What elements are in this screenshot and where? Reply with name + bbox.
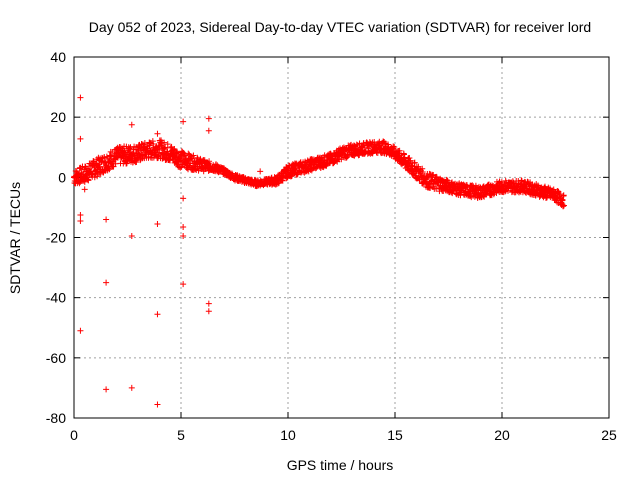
grid-lines	[74, 57, 609, 418]
outlier-point	[128, 232, 135, 239]
band-point	[406, 155, 413, 162]
band-point	[162, 144, 169, 151]
outlier-point	[205, 308, 212, 315]
y-tick-label: -80	[46, 410, 66, 426]
outlier-point	[154, 220, 161, 227]
band-point	[194, 154, 201, 161]
y-tick-labels: -80 -60 -40 -20 0 20 40	[46, 49, 66, 426]
band-point	[391, 143, 398, 150]
band-point	[161, 139, 168, 146]
band-point	[167, 157, 174, 164]
x-tick-label: 5	[177, 427, 185, 443]
band-point	[560, 192, 567, 199]
y-tick-label: 20	[50, 109, 66, 125]
band-point	[401, 154, 408, 161]
x-tick-label: 25	[601, 427, 617, 443]
band-point	[155, 143, 162, 150]
y-tick-label: -40	[46, 290, 66, 306]
chart-title: Day 052 of 2023, Sidereal Day-to-day VTE…	[89, 19, 591, 35]
band-point	[560, 203, 567, 210]
band-point	[106, 166, 113, 173]
outlier-point	[103, 279, 110, 286]
band-point	[185, 150, 192, 157]
band-point	[411, 159, 418, 166]
band-point	[543, 193, 550, 200]
band-point	[85, 177, 92, 184]
band-point	[490, 191, 497, 198]
band-point	[159, 150, 166, 157]
x-tick-labels: 0 5 10 15 20 25	[70, 427, 617, 443]
band-point	[170, 146, 177, 153]
band-point	[206, 158, 213, 165]
data-points	[71, 94, 567, 408]
band-point	[407, 157, 414, 164]
outlier-point	[205, 127, 212, 134]
y-tick-label: -20	[46, 230, 66, 246]
outlier-point	[180, 232, 187, 239]
band-point	[107, 159, 114, 166]
outlier-point	[154, 130, 161, 137]
band-point	[164, 148, 171, 155]
outlier-point	[128, 121, 135, 128]
band-point	[559, 197, 566, 204]
band-point	[126, 145, 133, 152]
band-point	[426, 170, 433, 177]
outlier-point	[205, 115, 212, 122]
band-point	[177, 164, 184, 171]
axis-ticks	[73, 56, 610, 419]
outlier-point	[77, 327, 84, 334]
outlier-point	[180, 223, 187, 230]
band-point	[190, 152, 197, 159]
outlier-point	[77, 211, 84, 218]
outlier-point	[77, 135, 84, 142]
band-point	[105, 165, 112, 172]
y-axis-label: SDTVAR / TECUs	[7, 182, 23, 294]
y-tick-label: -60	[46, 350, 66, 366]
outlier-point	[81, 186, 88, 193]
band-point	[518, 177, 525, 184]
x-tick-label: 0	[70, 427, 78, 443]
outlier-point	[103, 386, 110, 393]
band-point	[428, 177, 435, 184]
band-point	[164, 141, 171, 148]
outlier-point	[257, 168, 264, 175]
band-point	[283, 175, 290, 182]
y-tick-label: 40	[50, 49, 66, 65]
outlier-point	[77, 217, 84, 224]
outlier-point	[154, 311, 161, 318]
outlier-point	[180, 281, 187, 288]
x-tick-label: 20	[494, 427, 510, 443]
band-point	[427, 184, 434, 191]
band-point	[96, 163, 103, 170]
x-axis-label: GPS time / hours	[287, 457, 394, 473]
outlier-point	[103, 216, 110, 223]
band-point	[400, 151, 407, 158]
outlier-point	[205, 300, 212, 307]
band-point	[123, 160, 130, 167]
band-point	[493, 190, 500, 197]
outlier-point	[77, 94, 84, 101]
y-tick-label: 0	[58, 169, 66, 185]
band-point	[105, 164, 112, 171]
outlier-point	[128, 384, 135, 391]
outlier-point	[180, 195, 187, 202]
x-tick-label: 10	[280, 427, 296, 443]
band-point	[133, 159, 140, 166]
band-point	[560, 202, 567, 209]
outlier-point	[180, 118, 187, 125]
outlier-point	[154, 401, 161, 408]
band-point	[419, 165, 426, 172]
x-tick-label: 15	[387, 427, 403, 443]
